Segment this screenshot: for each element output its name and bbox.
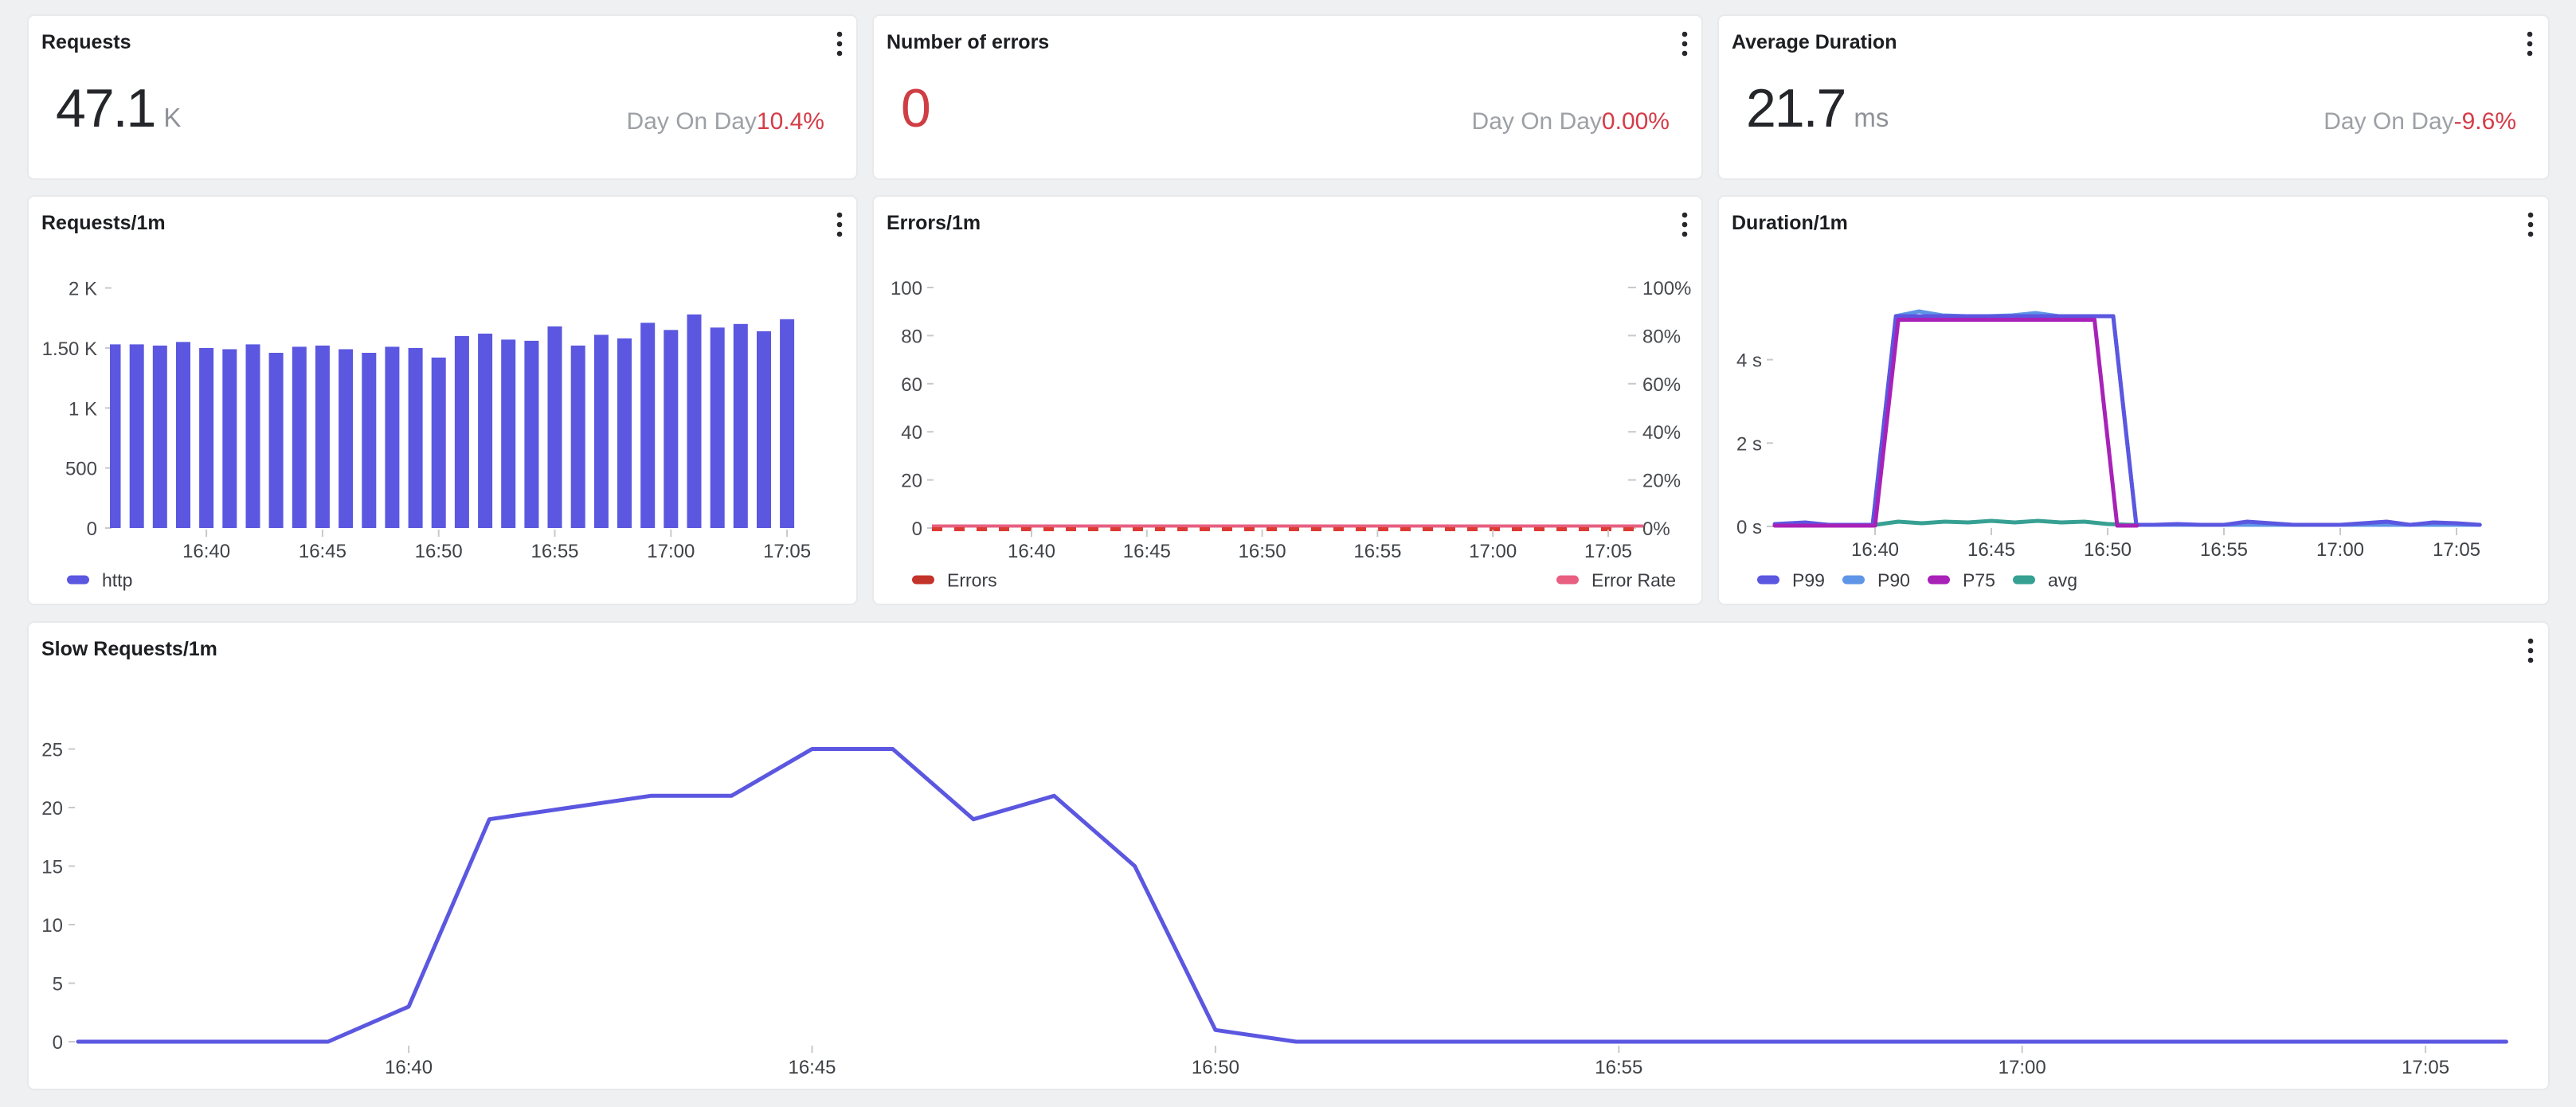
svg-text:17:00: 17:00	[647, 541, 695, 562]
svg-text:100: 100	[891, 278, 922, 299]
svg-text:16:40: 16:40	[385, 1057, 433, 1078]
svg-text:avg: avg	[2048, 570, 2077, 591]
svg-text:P99: P99	[1792, 570, 1825, 591]
svg-text:16:50: 16:50	[1192, 1057, 1239, 1078]
svg-text:16:50: 16:50	[1239, 541, 1286, 562]
svg-text:5: 5	[53, 974, 63, 996]
svg-text:16:55: 16:55	[1595, 1057, 1642, 1078]
svg-text:0: 0	[912, 518, 922, 540]
svg-text:16:55: 16:55	[530, 541, 578, 562]
svg-text:16:45: 16:45	[1967, 539, 2015, 561]
svg-text:500: 500	[65, 459, 97, 480]
svg-text:17:00: 17:00	[1999, 1057, 2046, 1078]
svg-text:P75: P75	[1963, 570, 1995, 591]
svg-text:16:40: 16:40	[182, 541, 230, 562]
svg-text:Error Rate: Error Rate	[1591, 570, 1676, 591]
svg-text:2 s: 2 s	[1736, 433, 1762, 455]
svg-text:16:55: 16:55	[2200, 539, 2248, 561]
svg-text:100%: 100%	[1642, 278, 1691, 299]
svg-text:40%: 40%	[1642, 422, 1681, 444]
svg-text:0: 0	[87, 518, 97, 540]
svg-text:15: 15	[41, 857, 63, 878]
svg-text:1 K: 1 K	[69, 398, 97, 420]
svg-text:16:45: 16:45	[788, 1057, 836, 1078]
svg-text:10: 10	[41, 915, 63, 937]
svg-text:P90: P90	[1877, 570, 1910, 591]
svg-text:16:45: 16:45	[1123, 541, 1171, 562]
svg-text:20%: 20%	[1642, 471, 1681, 492]
svg-text:17:05: 17:05	[2433, 539, 2480, 561]
svg-text:60: 60	[901, 374, 922, 396]
svg-text:80: 80	[901, 326, 922, 347]
svg-text:60%: 60%	[1642, 374, 1681, 396]
svg-text:17:00: 17:00	[2316, 539, 2364, 561]
svg-text:25: 25	[41, 740, 63, 761]
svg-text:2 K: 2 K	[69, 279, 97, 300]
svg-text:http: http	[102, 570, 132, 591]
svg-text:0: 0	[53, 1032, 63, 1054]
svg-text:20: 20	[41, 798, 63, 819]
svg-text:80%: 80%	[1642, 326, 1681, 347]
svg-text:16:40: 16:40	[1008, 541, 1055, 562]
svg-text:40: 40	[901, 422, 922, 444]
svg-text:17:05: 17:05	[763, 541, 811, 562]
svg-text:16:40: 16:40	[1851, 539, 1899, 561]
svg-text:Errors: Errors	[947, 570, 997, 591]
svg-text:16:50: 16:50	[415, 541, 463, 562]
svg-text:4 s: 4 s	[1736, 350, 1762, 372]
svg-text:16:55: 16:55	[1353, 541, 1401, 562]
svg-text:0%: 0%	[1642, 518, 1670, 540]
svg-text:20: 20	[901, 471, 922, 492]
svg-text:0 s: 0 s	[1736, 517, 1762, 538]
svg-text:16:45: 16:45	[299, 541, 346, 562]
svg-text:17:05: 17:05	[2402, 1057, 2449, 1078]
svg-text:1.50 K: 1.50 K	[42, 338, 97, 360]
svg-text:17:05: 17:05	[1584, 541, 1632, 562]
svg-text:17:00: 17:00	[1469, 541, 1517, 562]
svg-text:16:50: 16:50	[2084, 539, 2132, 561]
